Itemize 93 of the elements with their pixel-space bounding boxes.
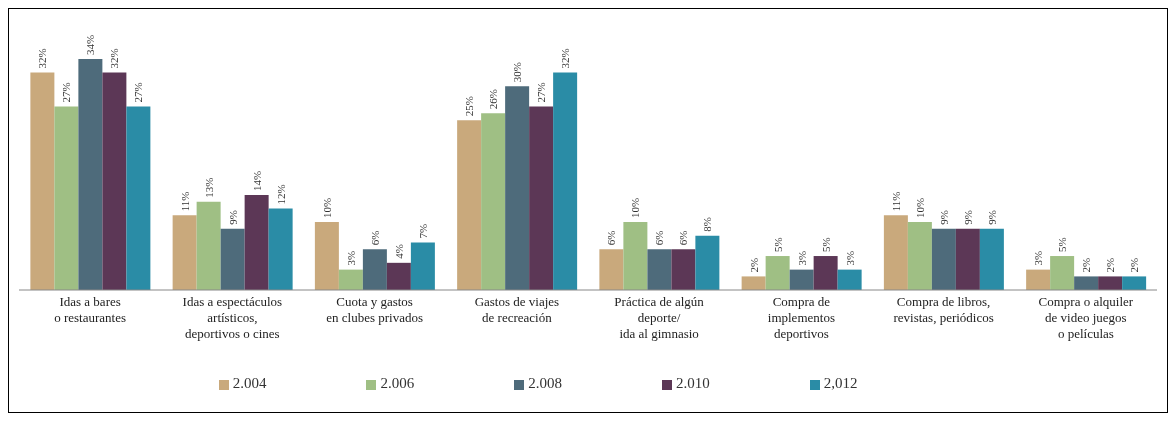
x-tick-label: Cuota y gastos en clubes privados xyxy=(326,294,424,325)
bar xyxy=(1122,276,1147,290)
bar xyxy=(78,59,103,290)
data-label: 32% xyxy=(559,48,572,69)
bar xyxy=(979,228,1004,290)
bar xyxy=(695,235,720,290)
data-label: 9% xyxy=(937,210,950,225)
bar xyxy=(671,249,696,290)
data-label: 2% xyxy=(747,257,760,273)
data-label: 26% xyxy=(487,89,500,110)
bar xyxy=(244,194,269,290)
bar xyxy=(410,242,435,290)
bar xyxy=(457,120,482,290)
data-label: 6% xyxy=(677,230,690,246)
x-tick-label: Idas a espectáculos artísticos, deportivos o cines xyxy=(182,294,283,341)
bar xyxy=(54,106,79,290)
bar xyxy=(765,256,790,290)
data-label: 3% xyxy=(843,250,856,266)
data-label: 32% xyxy=(108,48,121,69)
bar xyxy=(883,215,908,290)
bar xyxy=(1074,276,1099,290)
bar xyxy=(268,208,293,290)
legend-label: 2,012 xyxy=(823,375,858,391)
bar xyxy=(1098,276,1123,290)
data-label: 4% xyxy=(392,244,405,259)
data-label: 5% xyxy=(771,237,784,253)
x-tick-label: Compra de libros, revistas, periódicos xyxy=(893,294,994,325)
bar xyxy=(1050,256,1075,290)
data-label: 10% xyxy=(320,197,333,219)
data-label: 9% xyxy=(961,210,974,225)
x-tick-label: Compra o alquiler de video juegos o películas xyxy=(1038,294,1134,341)
bar xyxy=(789,269,814,290)
bar xyxy=(837,269,862,290)
bar xyxy=(907,222,932,290)
bar xyxy=(931,228,956,290)
bar xyxy=(172,215,197,290)
data-label: 14% xyxy=(250,170,263,191)
legend-label: 2.006 xyxy=(380,375,415,391)
data-label: 27% xyxy=(132,82,145,103)
bar xyxy=(126,106,151,290)
data-label: 2% xyxy=(1104,257,1117,273)
x-tick-label: Idas a bares o restaurantes xyxy=(54,294,127,325)
data-label: 3% xyxy=(344,250,357,266)
data-label: 5% xyxy=(819,237,832,253)
bar xyxy=(813,256,838,290)
bar xyxy=(30,72,55,290)
data-label: 3% xyxy=(795,250,808,266)
bar xyxy=(481,113,506,290)
data-label: 2% xyxy=(1128,257,1141,273)
bar xyxy=(220,228,245,290)
bar xyxy=(102,72,127,290)
data-label: 10% xyxy=(913,197,926,219)
bar xyxy=(314,222,339,290)
data-label: 27% xyxy=(535,82,548,103)
data-label: 9% xyxy=(985,210,998,225)
bar xyxy=(362,249,387,290)
data-label: 13% xyxy=(202,177,215,198)
data-label: 11% xyxy=(889,191,902,212)
legend-label: 2.004 xyxy=(232,375,267,391)
data-label: 2% xyxy=(1080,257,1093,273)
data-label: 3% xyxy=(1032,250,1045,266)
x-tick-label: Compra de implementos deportivos xyxy=(767,294,835,341)
bar xyxy=(196,201,221,290)
data-label: 27% xyxy=(60,82,73,103)
legend-label: 2.008 xyxy=(528,375,562,391)
bar xyxy=(623,222,648,290)
data-label: 25% xyxy=(463,95,476,117)
bar xyxy=(647,249,672,290)
data-label: 12% xyxy=(274,184,287,205)
data-label: 8% xyxy=(701,216,714,232)
data-label: 6% xyxy=(605,230,618,246)
data-label: 32% xyxy=(36,48,49,69)
bar xyxy=(529,106,554,290)
bar xyxy=(553,72,578,290)
data-label: 30% xyxy=(511,62,524,83)
bar xyxy=(599,249,624,290)
data-label: 34% xyxy=(84,34,97,55)
x-tick-label: Gastos de viajes de recreación xyxy=(474,294,560,325)
legend-label: 2.010 xyxy=(675,375,710,391)
data-label: 9% xyxy=(226,210,239,225)
data-label: 5% xyxy=(1056,237,1069,253)
bar xyxy=(505,86,530,290)
data-label: 10% xyxy=(629,197,642,219)
data-label: 6% xyxy=(368,230,381,246)
bar xyxy=(955,228,980,290)
bar xyxy=(741,276,766,290)
data-label: 7% xyxy=(416,223,429,239)
bar xyxy=(386,262,411,290)
data-label: 6% xyxy=(653,230,666,246)
bar xyxy=(338,269,363,290)
data-label: 11% xyxy=(178,191,191,212)
bar xyxy=(1026,269,1051,290)
x-tick-label: Práctica de algún deporte/ ida al gimnasio xyxy=(614,294,705,341)
